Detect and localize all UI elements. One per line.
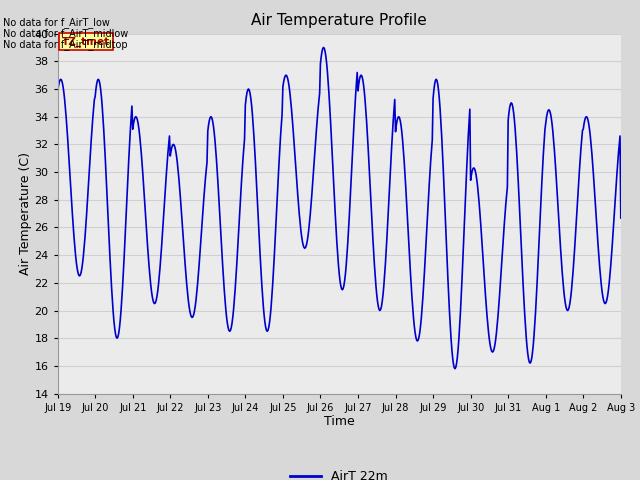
Text: No data for f_AirT_midlow: No data for f_AirT_midlow bbox=[3, 28, 129, 39]
Legend: AirT 22m: AirT 22m bbox=[285, 465, 393, 480]
Title: Air Temperature Profile: Air Temperature Profile bbox=[252, 13, 427, 28]
Y-axis label: Air Temperature (C): Air Temperature (C) bbox=[19, 152, 31, 275]
Text: No data for f_AirT_low: No data for f_AirT_low bbox=[3, 17, 110, 28]
X-axis label: Time: Time bbox=[324, 415, 355, 429]
Text: TZ_tmet: TZ_tmet bbox=[62, 36, 110, 47]
Text: No data for f_AirT_midtop: No data for f_AirT_midtop bbox=[3, 39, 128, 50]
